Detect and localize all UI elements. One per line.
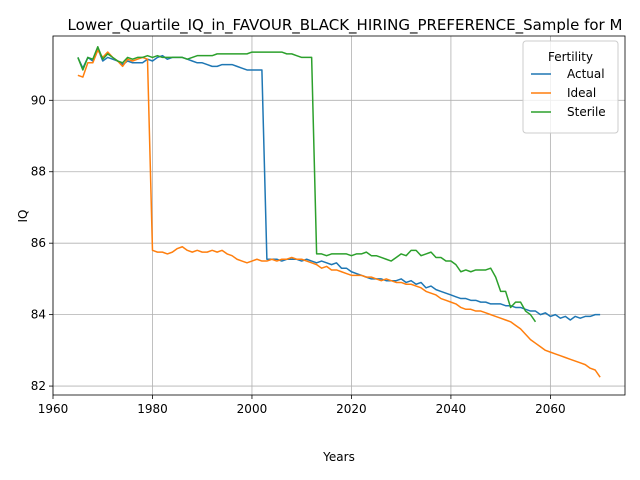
series-line-sterile <box>77 45 537 323</box>
y-tick-label: 82 <box>31 379 46 393</box>
x-tick-label: 2040 <box>436 402 467 416</box>
x-tick-label: 1960 <box>38 402 69 416</box>
legend-label-sterile: Sterile <box>567 105 606 119</box>
x-tick-label: 2000 <box>237 402 268 416</box>
legend-label-actual: Actual <box>567 67 605 81</box>
legend: Fertility Actual Ideal Sterile <box>522 40 619 134</box>
series-line-ideal <box>77 49 601 378</box>
x-tick-label: 2020 <box>336 402 367 416</box>
legend-frame <box>522 40 619 134</box>
axis-ticks: 1960 1980 2000 2020 2040 2060 82 84 86 88 90 <box>31 93 566 416</box>
y-tick-label: 84 <box>31 308 46 322</box>
series-line-actual <box>77 47 601 321</box>
x-axis-label: Years <box>322 450 355 464</box>
y-tick-label: 86 <box>31 236 46 250</box>
chart-title: Lower_Quartile_IQ_in_FAVOUR_BLACK_HIRING… <box>68 16 623 35</box>
legend-entries: Actual Ideal Sterile <box>531 67 606 119</box>
x-tick-label: 2060 <box>535 402 566 416</box>
plot-area-frame <box>52 35 626 396</box>
y-tick-label: 90 <box>31 93 46 107</box>
legend-label-ideal: Ideal <box>567 86 596 100</box>
y-axis-label: IQ <box>16 210 30 223</box>
y-tick-label: 88 <box>31 165 46 179</box>
x-tick-label: 1980 <box>137 402 168 416</box>
legend-title: Fertility <box>548 50 593 64</box>
series-lines <box>77 45 601 378</box>
